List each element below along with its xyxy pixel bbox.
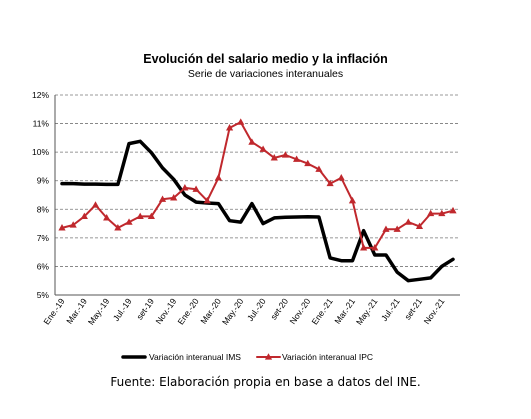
data-point-marker xyxy=(360,244,368,251)
x-tick-label: May.-20 xyxy=(220,296,246,327)
data-point-marker xyxy=(270,154,278,161)
data-point-marker xyxy=(248,138,256,145)
x-tick-label: Jul.-19 xyxy=(111,296,134,323)
data-point-marker xyxy=(203,196,211,204)
data-point-marker xyxy=(225,124,234,131)
data-point-marker xyxy=(114,224,122,231)
data-point-marker xyxy=(136,212,144,220)
data-point-marker xyxy=(214,174,222,181)
data-point-marker xyxy=(337,174,345,181)
data-point-marker xyxy=(304,159,312,167)
x-tick-label: May.-21 xyxy=(354,296,380,327)
legend-label: Variación interanual IPC xyxy=(282,352,373,362)
data-point-marker xyxy=(404,218,412,225)
data-point-marker xyxy=(103,214,111,221)
x-tick-label: Ene.-19 xyxy=(41,296,66,326)
data-point-marker xyxy=(348,196,357,204)
data-point-marker xyxy=(449,206,457,214)
x-tick-label: Ene.-21 xyxy=(309,296,334,326)
data-point-marker xyxy=(371,244,379,251)
data-point-marker xyxy=(181,184,189,191)
x-tick-label: set-21 xyxy=(402,296,424,321)
y-axis-ticks: 5% 6% 7% 8% 9% 10% 11% 12% xyxy=(32,90,49,300)
x-tick-label: Jul.-20 xyxy=(245,296,268,323)
chart-subtitle: Serie de variaciones interanuales xyxy=(187,68,344,80)
y-tick-label: 11% xyxy=(33,119,50,129)
legend-marker xyxy=(264,353,273,360)
x-tick-label: Nov.-20 xyxy=(288,296,313,326)
data-point-marker xyxy=(158,195,167,202)
data-point-marker xyxy=(427,209,435,217)
y-tick-label: 8% xyxy=(37,204,50,214)
y-tick-label: 7% xyxy=(37,233,50,243)
x-tick-label: Jul.-21 xyxy=(379,296,402,323)
y-tick-label: 10% xyxy=(32,147,49,157)
data-point-marker xyxy=(69,221,77,228)
x-tick-label: May.-19 xyxy=(86,296,112,327)
legend-label: Variación interanual IMS xyxy=(149,352,241,362)
data-point-marker xyxy=(393,225,401,232)
data-point-marker xyxy=(315,165,323,172)
grid-lines xyxy=(54,94,460,296)
data-point-marker xyxy=(147,212,155,220)
source-note: Fuente: Elaboración propia en base a dat… xyxy=(110,375,421,389)
data-point-marker xyxy=(259,145,267,152)
data-point-marker xyxy=(438,209,446,217)
data-point-marker xyxy=(293,155,301,162)
data-point-marker xyxy=(326,179,334,187)
x-tick-label: set-19 xyxy=(134,296,156,321)
legend: Variación interanual IMS Variación intera… xyxy=(121,352,373,362)
x-tick-label: set-20 xyxy=(268,296,290,321)
data-point-marker xyxy=(415,222,424,230)
data-point-marker xyxy=(382,225,390,232)
chart-title: Evolución del salario medio y la inflaci… xyxy=(143,52,388,66)
y-tick-label: 5% xyxy=(37,290,50,300)
data-point-marker xyxy=(125,218,133,225)
x-tick-label: Nov.-21 xyxy=(422,296,447,326)
series-line-ims xyxy=(60,139,455,283)
data-point-marker xyxy=(192,185,200,192)
data-point-marker xyxy=(58,224,66,231)
data-point-marker xyxy=(281,151,290,158)
y-tick-label: 9% xyxy=(37,176,50,186)
data-point-marker xyxy=(170,194,178,201)
data-point-marker xyxy=(237,118,245,125)
x-tick-label: Ene.-20 xyxy=(175,296,200,326)
series-lines xyxy=(58,118,457,283)
y-tick-label: 12% xyxy=(32,90,49,100)
y-tick-label: 6% xyxy=(37,261,50,271)
data-point-marker xyxy=(91,201,100,208)
data-point-marker xyxy=(80,212,88,220)
